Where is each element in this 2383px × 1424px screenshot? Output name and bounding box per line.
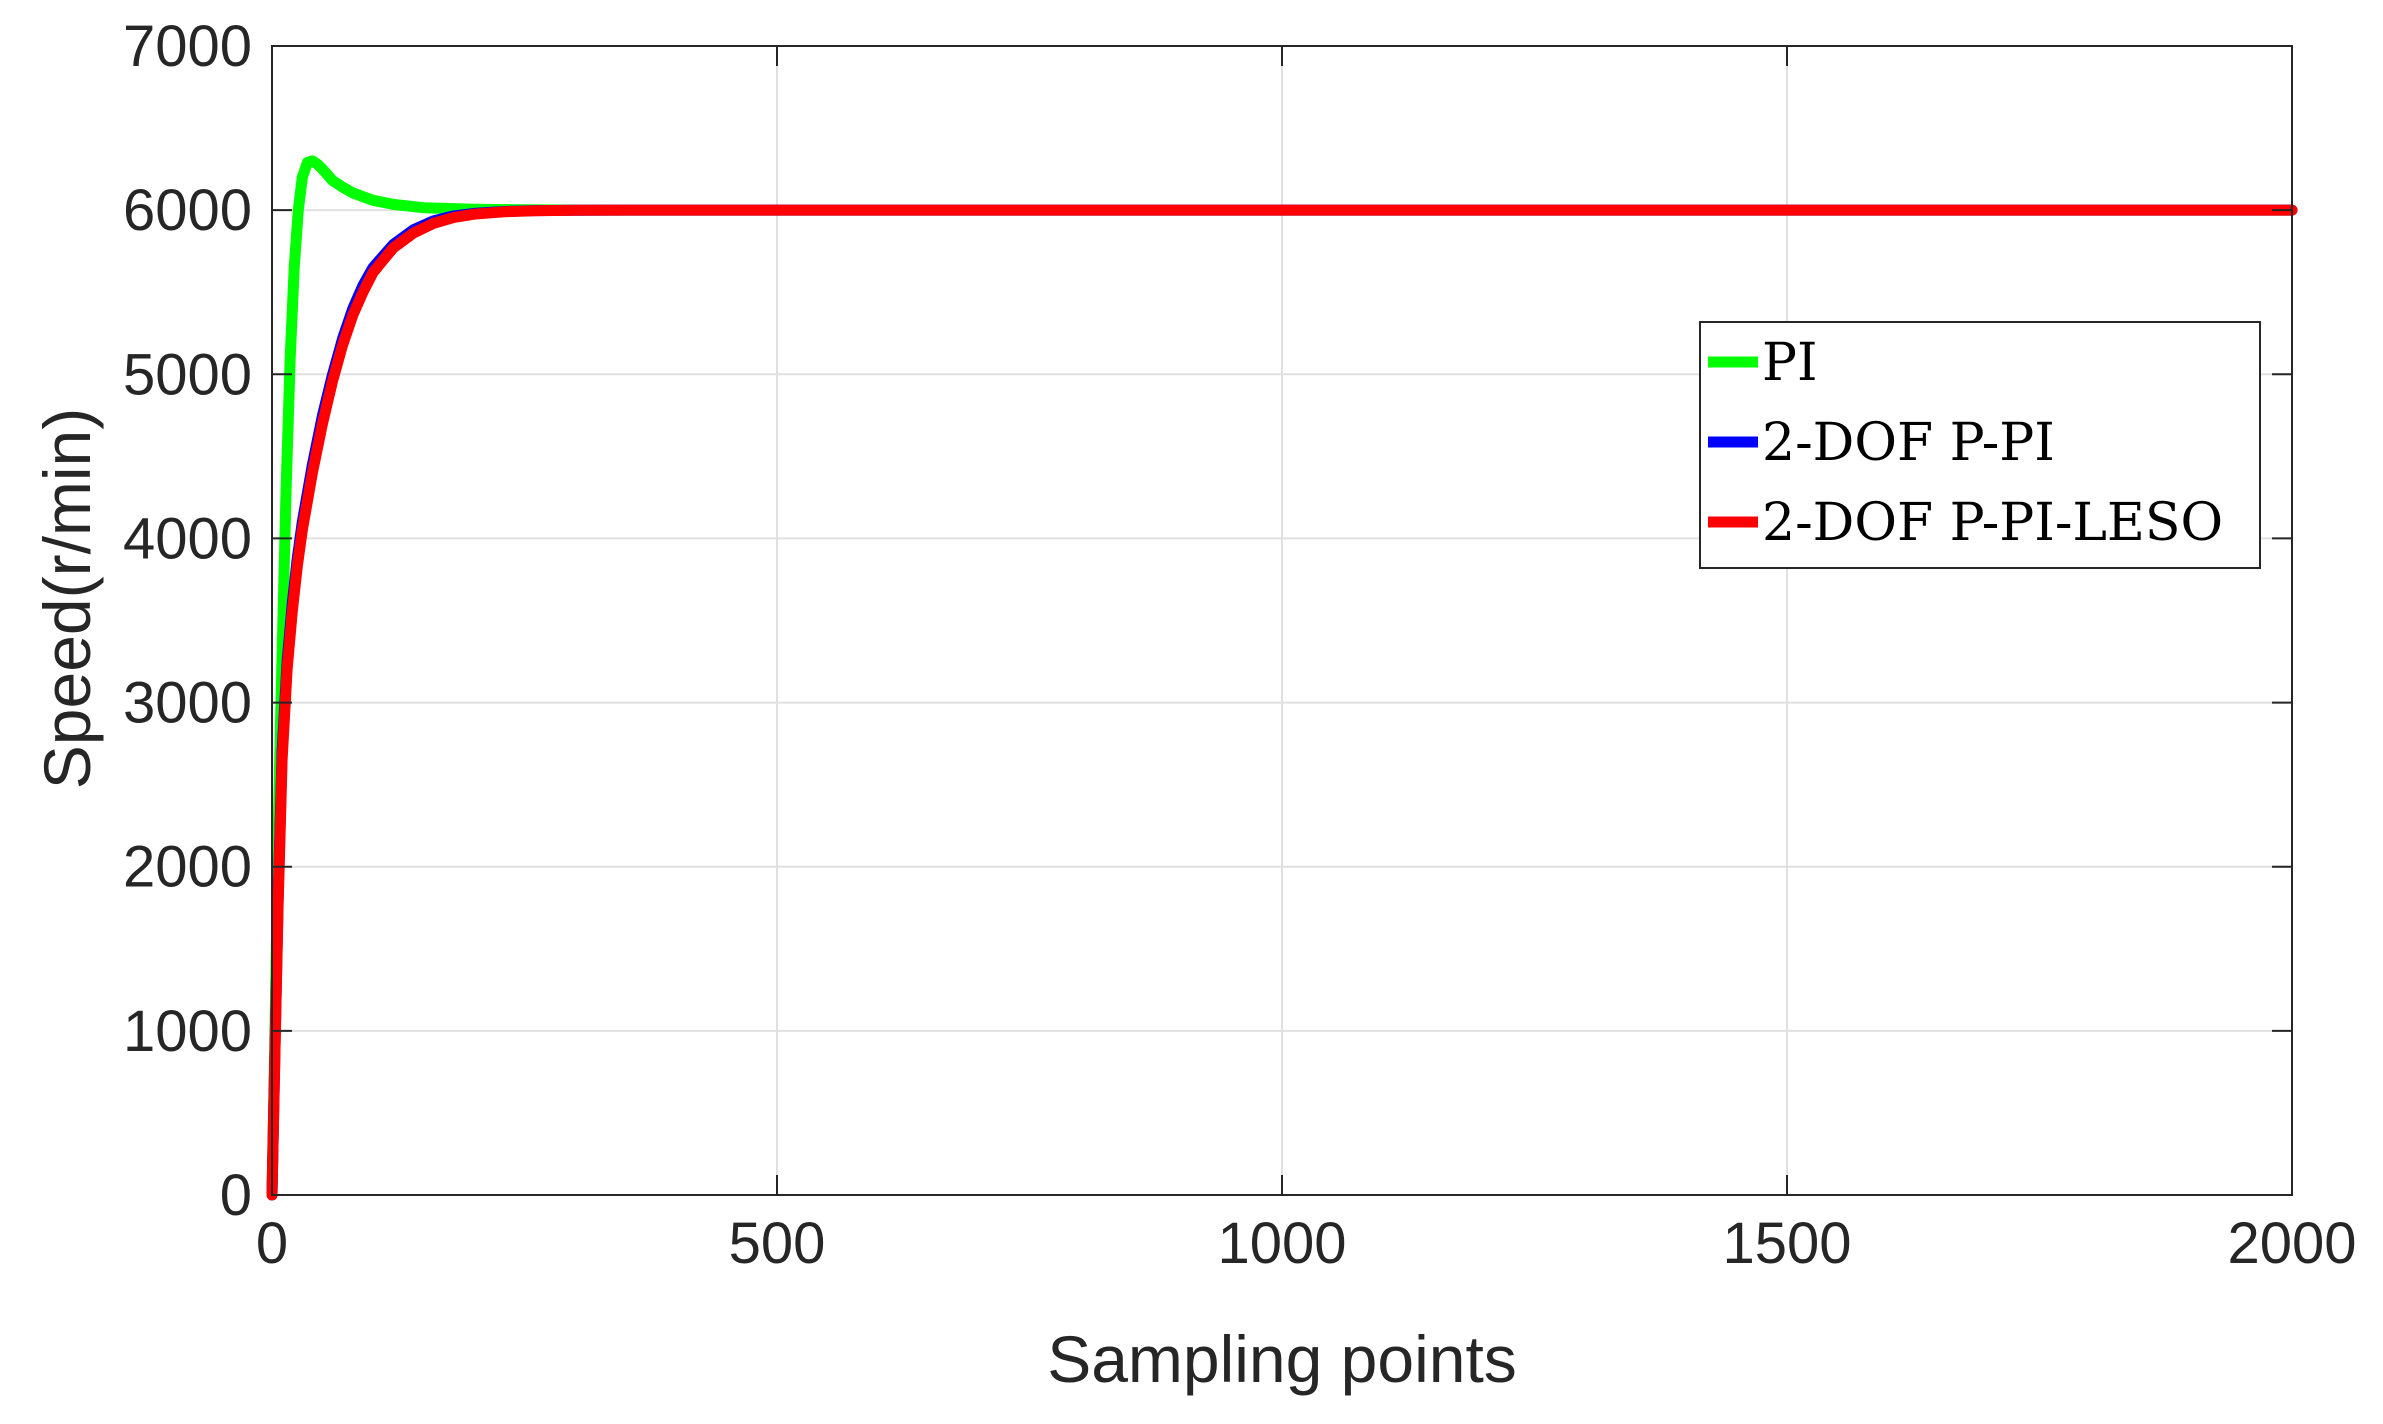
y-tick-label: 4000 <box>123 506 252 571</box>
y-tick-label: 3000 <box>123 671 252 736</box>
y-tick-label: 6000 <box>123 178 252 243</box>
x-tick-label: 2000 <box>2227 1211 2356 1276</box>
legend-label-2-dof-p-pi-leso: 2-DOF P-PI-LESO <box>1762 493 2223 553</box>
y-tick-label: 5000 <box>123 342 252 407</box>
x-tick-label: 1000 <box>1217 1211 1346 1276</box>
legend: PI 2-DOF P-PI 2-DOF P-PI-LESO <box>1699 321 2261 569</box>
x-tick-label: 500 <box>729 1211 826 1276</box>
y-tick-label: 0 <box>220 1163 252 1228</box>
y-tick-label: 1000 <box>123 999 252 1064</box>
x-tick-label: 1500 <box>1722 1211 1851 1276</box>
series-line-2-dof-p-pi-leso <box>266 204 2298 1201</box>
y-tick-label: 7000 <box>123 14 252 79</box>
legend-box <box>1699 321 2261 569</box>
x-axis-title: Sampling points <box>1047 1322 1517 1396</box>
legend-label-pi: PI <box>1762 333 1818 393</box>
y-axis-title: Speed(r/min) <box>30 408 104 789</box>
tick-labels: 0 500 1000 1500 2000 0 1000 2000 3000 4000 5000 600… <box>123 14 2357 1276</box>
series-lines <box>266 155 2298 1201</box>
legend-label-2-dof-p-pi: 2-DOF P-PI <box>1762 413 2055 473</box>
y-tick-label: 2000 <box>123 835 252 900</box>
ticks <box>271 45 2293 1196</box>
x-tick-label: 0 <box>256 1211 288 1276</box>
